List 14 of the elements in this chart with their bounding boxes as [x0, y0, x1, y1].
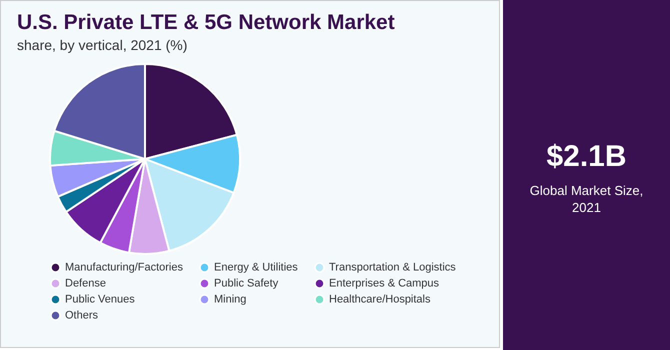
legend-label: Transportation & Logistics [329, 262, 456, 274]
legend-label: Defense [65, 278, 106, 290]
legend-label: Enterprises & Campus [329, 278, 440, 290]
text: Global Market Size, 2021 [528, 182, 644, 216]
text: $2.1B [545, 140, 628, 174]
legend-label: Mining [214, 294, 246, 306]
chart-subtitle: share, by vertical, 2021 (%) [17, 37, 188, 53]
legend-label: Energy & Utilities [214, 262, 298, 274]
legend-label: Others [65, 310, 99, 322]
legend-label: Manufacturing/Factories [65, 262, 184, 274]
legend-label: Public Safety [214, 278, 279, 290]
legend-label: Healthcare/Hospitals [329, 294, 431, 306]
legend-label: Public Venues [65, 294, 136, 306]
chart-title: U.S. Private LTE & 5G Network Market [17, 11, 395, 35]
